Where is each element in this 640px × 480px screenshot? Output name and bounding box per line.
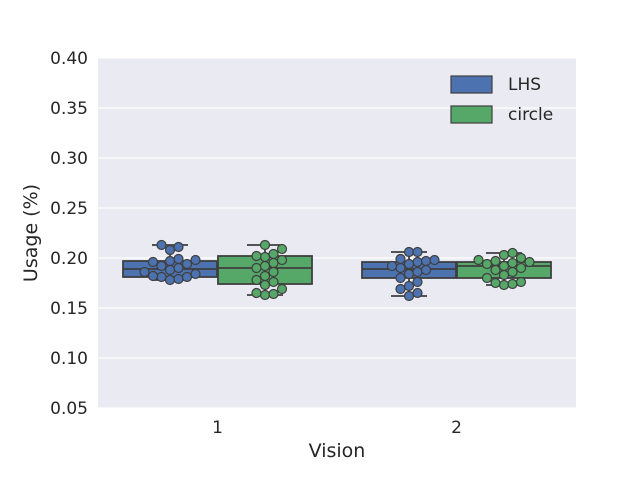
- data-point: [420, 255, 432, 267]
- data-point: [259, 251, 271, 263]
- data-point: [251, 250, 262, 262]
- data-point: [156, 260, 167, 272]
- x-tick-label: 1: [212, 418, 223, 438]
- data-point: [395, 262, 406, 274]
- data-point: [403, 268, 415, 280]
- data-point: [259, 270, 271, 282]
- box-LHS-1: [122, 239, 218, 286]
- data-point: [412, 256, 423, 268]
- data-point: [403, 246, 415, 258]
- legend-label-circle: circle: [508, 105, 553, 125]
- legend-swatch-circle: [450, 105, 493, 124]
- data-point: [386, 260, 398, 272]
- x-tick-label: 2: [451, 418, 462, 438]
- data-point: [498, 249, 510, 261]
- data-point: [412, 287, 423, 299]
- data-point: [276, 254, 288, 266]
- data-point: [147, 256, 159, 268]
- box-circle-1: [217, 239, 313, 301]
- data-point: [507, 247, 518, 259]
- data-point: [524, 256, 535, 268]
- x-axis-label: Vision: [309, 440, 366, 462]
- data-point: [403, 290, 415, 302]
- data-point: [251, 287, 262, 299]
- data-point: [268, 276, 279, 288]
- data-point: [276, 283, 288, 295]
- data-point: [395, 283, 406, 295]
- data-point: [412, 246, 423, 258]
- legend-swatch-LHS: [450, 75, 493, 94]
- data-point: [395, 272, 406, 284]
- data-point: [498, 279, 510, 291]
- y-tick-label: 0.35: [50, 99, 88, 119]
- data-point: [259, 239, 271, 251]
- data-point: [490, 255, 501, 267]
- data-point: [259, 289, 271, 301]
- data-point: [507, 257, 518, 269]
- data-point: [490, 277, 501, 289]
- data-point: [156, 239, 167, 251]
- data-point: [403, 258, 415, 270]
- data-point: [420, 264, 432, 276]
- data-point: [268, 266, 279, 278]
- data-point: [259, 260, 271, 272]
- data-point: [173, 273, 184, 285]
- data-point: [498, 269, 510, 281]
- data-point: [412, 276, 423, 288]
- data-point: [181, 271, 193, 283]
- data-point: [164, 274, 176, 286]
- plot-background: [98, 58, 576, 408]
- y-tick-label: 0.25: [50, 199, 88, 219]
- data-point: [173, 262, 184, 274]
- data-point: [412, 266, 423, 278]
- data-point: [268, 248, 279, 260]
- data-point: [164, 264, 176, 276]
- data-point: [259, 279, 271, 291]
- data-point: [515, 252, 527, 264]
- y-tick-label: 0.05: [50, 399, 88, 419]
- y-tick-label: 0.40: [50, 49, 88, 69]
- y-tick-labels: 0.05 0.10 0.15 0.20 0.25 0.30 0.35 0.40: [50, 49, 88, 419]
- data-point: [473, 254, 484, 266]
- data-point: [268, 257, 279, 269]
- data-point: [190, 254, 201, 266]
- box-circle-2: [456, 247, 552, 291]
- data-point: [481, 258, 493, 270]
- data-point: [490, 264, 501, 276]
- data-point: [507, 266, 518, 278]
- data-point: [395, 253, 406, 265]
- box-plots: [122, 239, 552, 302]
- data-point: [507, 278, 518, 290]
- data-point: [156, 271, 167, 283]
- data-point: [515, 276, 527, 288]
- y-axis-label: Usage (%): [20, 184, 42, 282]
- data-point: [403, 280, 415, 292]
- y-tick-label: 0.10: [50, 349, 88, 369]
- data-point: [181, 258, 193, 270]
- data-point: [276, 243, 288, 255]
- data-point: [498, 260, 510, 272]
- data-point: [268, 288, 279, 300]
- data-point: [147, 270, 159, 282]
- data-point: [481, 272, 493, 284]
- data-point: [515, 262, 527, 274]
- data-point: [173, 253, 184, 265]
- data-point: [164, 255, 176, 267]
- legend: LHS circle: [450, 75, 553, 125]
- y-tick-label: 0.20: [50, 249, 88, 269]
- data-point: [190, 268, 201, 280]
- data-point: [173, 241, 184, 253]
- data-point: [251, 262, 262, 274]
- data-point: [164, 244, 176, 256]
- data-point: [429, 254, 440, 266]
- legend-label-LHS: LHS: [508, 75, 541, 95]
- data-point: [251, 274, 262, 286]
- y-tick-label: 0.30: [50, 149, 88, 169]
- box-LHS-2: [361, 246, 457, 302]
- data-point: [139, 266, 150, 278]
- y-tick-label: 0.15: [50, 299, 88, 319]
